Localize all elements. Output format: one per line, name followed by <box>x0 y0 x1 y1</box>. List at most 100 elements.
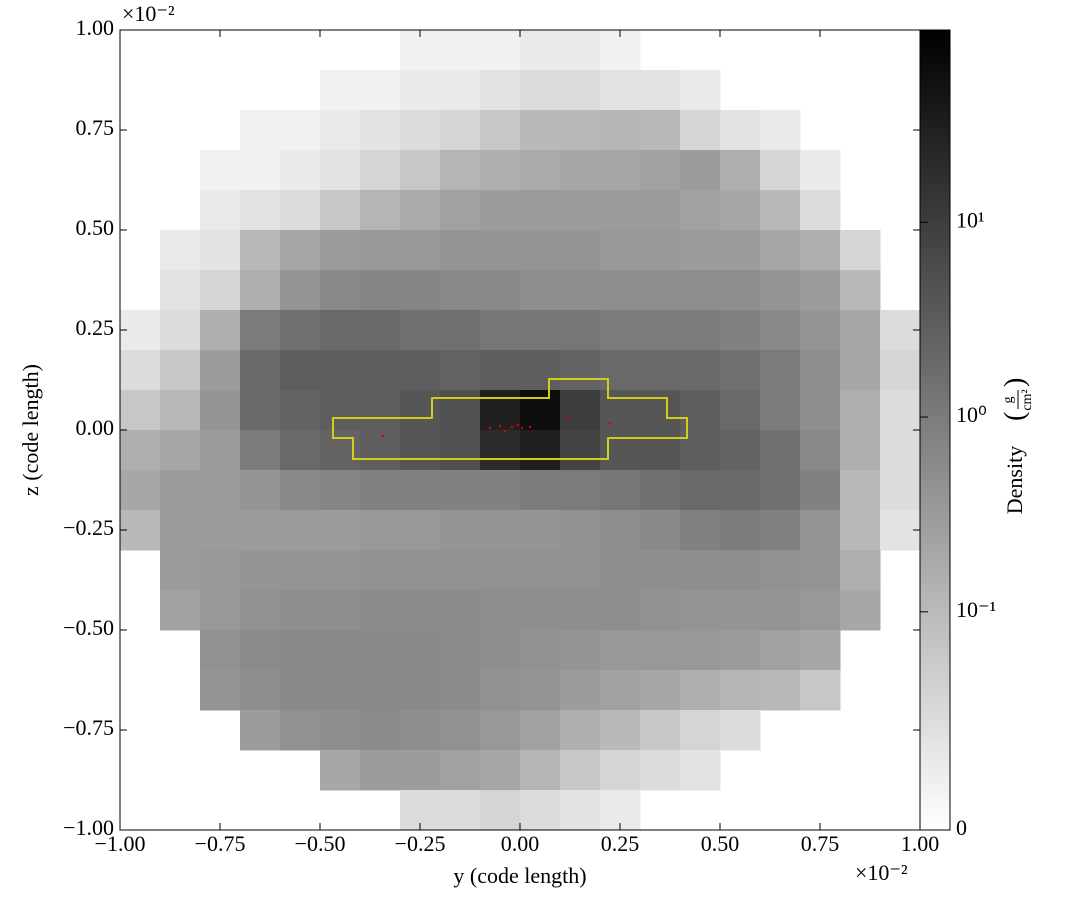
density-cell <box>360 590 401 631</box>
density-cell <box>400 350 441 391</box>
density-cell <box>480 630 521 671</box>
density-cell <box>680 70 721 111</box>
density-cell <box>440 630 481 671</box>
density-cell <box>720 190 761 231</box>
density-cell <box>440 550 481 591</box>
density-cell <box>320 390 361 431</box>
density-cell <box>360 670 401 711</box>
density-cell <box>440 230 481 271</box>
density-cell <box>840 510 881 551</box>
y-tick-label: 1.00 <box>76 15 115 40</box>
density-cell <box>280 630 321 671</box>
density-cell <box>200 670 241 711</box>
density-cell <box>360 230 401 271</box>
density-cell <box>560 390 601 431</box>
density-cell <box>800 470 841 511</box>
density-cell <box>600 430 641 471</box>
density-cell <box>680 230 721 271</box>
density-cell <box>600 150 641 191</box>
density-cell <box>480 350 521 391</box>
density-cell <box>120 350 161 391</box>
density-cell <box>320 470 361 511</box>
density-cell <box>280 470 321 511</box>
density-cell <box>800 550 841 591</box>
density-cell <box>560 750 601 791</box>
density-cell <box>160 590 201 631</box>
density-cell <box>520 670 561 711</box>
density-cell <box>880 390 921 431</box>
density-cell <box>320 670 361 711</box>
density-cell <box>200 430 241 471</box>
density-cell <box>560 30 601 71</box>
density-cell <box>640 470 681 511</box>
density-cell <box>840 350 881 391</box>
density-cell <box>480 710 521 751</box>
density-cell <box>360 190 401 231</box>
density-cell <box>720 550 761 591</box>
density-cell <box>600 270 641 311</box>
density-cell <box>320 270 361 311</box>
clump-contour <box>332 378 688 460</box>
density-cell <box>400 710 441 751</box>
density-cell <box>280 710 321 751</box>
density-cell <box>760 630 801 671</box>
y-tick-label: −0.25 <box>63 515 114 540</box>
colorbar-tick-label: 10¹ <box>956 207 985 232</box>
density-cell <box>160 310 201 351</box>
density-cell <box>200 630 241 671</box>
density-cell <box>800 350 841 391</box>
density-cell <box>840 390 881 431</box>
density-cell <box>320 230 361 271</box>
density-cell <box>520 470 561 511</box>
y-tick-label: −1.00 <box>63 815 114 840</box>
density-cell <box>440 190 481 231</box>
density-cell <box>520 350 561 391</box>
density-cell <box>480 590 521 631</box>
density-cell <box>440 150 481 191</box>
density-cell <box>640 630 681 671</box>
density-cell <box>520 710 561 751</box>
density-cell <box>520 790 561 831</box>
density-cell <box>720 590 761 631</box>
density-cell <box>600 750 641 791</box>
density-cell <box>400 230 441 271</box>
density-cell <box>240 230 281 271</box>
density-cell <box>880 470 921 511</box>
density-cell <box>680 110 721 151</box>
density-cell <box>520 310 561 351</box>
density-cell <box>600 390 641 431</box>
density-cell <box>640 230 681 271</box>
density-cell <box>240 150 281 191</box>
density-cell <box>840 310 881 351</box>
density-cell <box>520 750 561 791</box>
density-cell <box>320 550 361 591</box>
y-offset-label: ×10⁻² <box>122 1 175 26</box>
x-tick-label: −0.25 <box>395 831 446 856</box>
density-cell <box>400 190 441 231</box>
density-cell <box>560 630 601 671</box>
density-cell <box>600 710 641 751</box>
density-cell <box>840 470 881 511</box>
paren: ( <box>999 412 1030 421</box>
colorbar-tick-label: 0 <box>956 815 967 840</box>
density-cell <box>720 310 761 351</box>
density-cell <box>520 110 561 151</box>
density-cell <box>400 750 441 791</box>
density-cell <box>600 70 641 111</box>
particle <box>488 426 492 430</box>
density-cell <box>160 350 201 391</box>
density-cell <box>720 270 761 311</box>
density-cell <box>360 70 401 111</box>
density-cell <box>320 190 361 231</box>
density-cell <box>520 70 561 111</box>
density-cell <box>560 230 601 271</box>
density-cell <box>800 310 841 351</box>
density-cell <box>440 110 481 151</box>
density-cell <box>400 430 441 471</box>
x-offset-label: ×10⁻² <box>855 860 908 885</box>
density-cell <box>160 550 201 591</box>
density-cell <box>480 310 521 351</box>
density-cell <box>400 150 441 191</box>
density-cell <box>760 310 801 351</box>
